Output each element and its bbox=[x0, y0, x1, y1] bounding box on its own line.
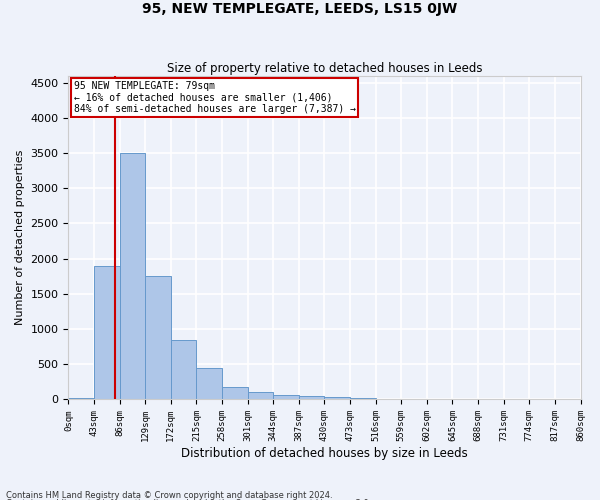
Bar bbox=[248, 392, 273, 400]
Text: 95 NEW TEMPLEGATE: 79sqm
← 16% of detached houses are smaller (1,406)
84% of sem: 95 NEW TEMPLEGATE: 79sqm ← 16% of detach… bbox=[74, 80, 356, 114]
X-axis label: Distribution of detached houses by size in Leeds: Distribution of detached houses by size … bbox=[181, 447, 468, 460]
Text: Contains public sector information licensed under the Open Government Licence v3: Contains public sector information licen… bbox=[6, 499, 371, 500]
Bar bbox=[94, 266, 119, 400]
Bar bbox=[273, 395, 299, 400]
Bar bbox=[145, 276, 171, 400]
Bar bbox=[325, 398, 350, 400]
Bar bbox=[376, 399, 401, 400]
Text: 95, NEW TEMPLEGATE, LEEDS, LS15 0JW: 95, NEW TEMPLEGATE, LEEDS, LS15 0JW bbox=[142, 2, 458, 16]
Bar bbox=[350, 398, 376, 400]
Bar bbox=[68, 398, 94, 400]
Bar bbox=[401, 399, 427, 400]
Bar bbox=[119, 153, 145, 400]
Bar bbox=[171, 340, 196, 400]
Bar bbox=[196, 368, 222, 400]
Y-axis label: Number of detached properties: Number of detached properties bbox=[15, 150, 25, 326]
Bar bbox=[299, 396, 325, 400]
Title: Size of property relative to detached houses in Leeds: Size of property relative to detached ho… bbox=[167, 62, 482, 74]
Text: Contains HM Land Registry data © Crown copyright and database right 2024.: Contains HM Land Registry data © Crown c… bbox=[6, 490, 332, 500]
Bar bbox=[222, 387, 248, 400]
